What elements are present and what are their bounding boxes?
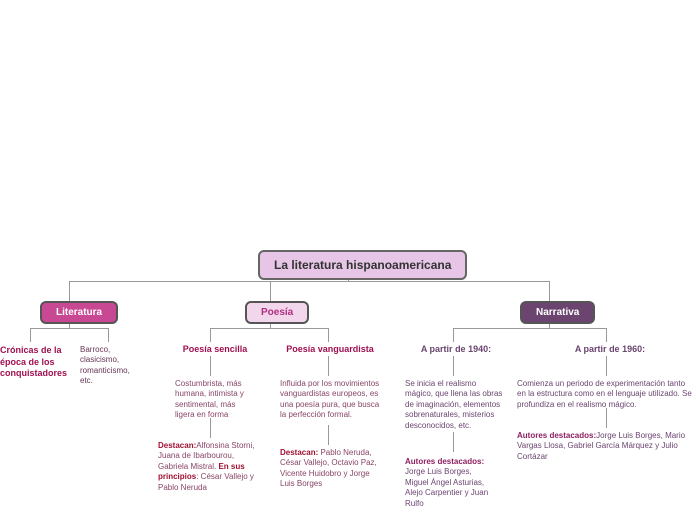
connector <box>328 328 329 342</box>
connector <box>30 328 31 342</box>
connector <box>108 328 109 342</box>
narrativa-label: Narrativa <box>536 307 579 318</box>
connector <box>453 356 454 376</box>
connector <box>453 432 454 452</box>
narr-1960-autores: Autores destacados:Jorge Luis Borges, Ma… <box>517 431 692 462</box>
poesia-label: Poesía <box>261 307 293 318</box>
root-label: La literatura hispanoamericana <box>274 258 451 272</box>
poesia-vang-title: Poesía vanguardista <box>285 344 375 356</box>
connector <box>30 328 108 329</box>
connector <box>69 281 549 282</box>
narr-1960-body: Comienza un periodo de experimentación t… <box>517 379 695 410</box>
poesia-sencilla-destacan: Destacan:Alfonsina Storni, Juana de Ibar… <box>158 441 266 493</box>
narr-1940-autores: Autores destacados: Jorge Luis Borges, M… <box>405 457 495 509</box>
narr-1940-body: Se inicia el realismo mágico, que llena … <box>405 379 503 431</box>
category-poesia: Poesía <box>245 301 309 324</box>
connector <box>69 281 70 301</box>
connector <box>210 328 211 342</box>
root-node: La literatura hispanoamericana <box>258 250 467 280</box>
connector <box>328 356 329 376</box>
category-narrativa: Narrativa <box>520 301 595 324</box>
poesia-vang-body: Influida por los movimientos vanguardist… <box>280 379 380 421</box>
connector <box>328 425 329 445</box>
connector <box>606 408 607 428</box>
connector <box>210 418 211 438</box>
connector <box>549 281 550 301</box>
narr-1960-title: A partir de 1960: <box>570 344 650 356</box>
poesia-vang-destacan: Destacan: Pablo Neruda, César Vallejo, O… <box>280 448 380 490</box>
connector <box>453 328 606 329</box>
connector <box>210 356 211 376</box>
lit-cronica: Crónicas de la época de los conquistador… <box>0 345 65 380</box>
connector <box>606 328 607 342</box>
poesia-sencilla-title: Poesía sencilla <box>175 344 255 356</box>
connector <box>606 356 607 376</box>
literatura-label: Literatura <box>56 307 102 318</box>
category-literatura: Literatura <box>40 301 118 324</box>
connector <box>270 281 271 301</box>
narr-1940-title: A partir de 1940: <box>416 344 496 356</box>
poesia-sencilla-body: Costumbrista, más humana, intimista y se… <box>175 379 255 421</box>
lit-barroco: Barroco, clasicismo, romanticismo, etc. <box>80 345 140 387</box>
connector <box>210 328 328 329</box>
connector <box>453 328 454 342</box>
